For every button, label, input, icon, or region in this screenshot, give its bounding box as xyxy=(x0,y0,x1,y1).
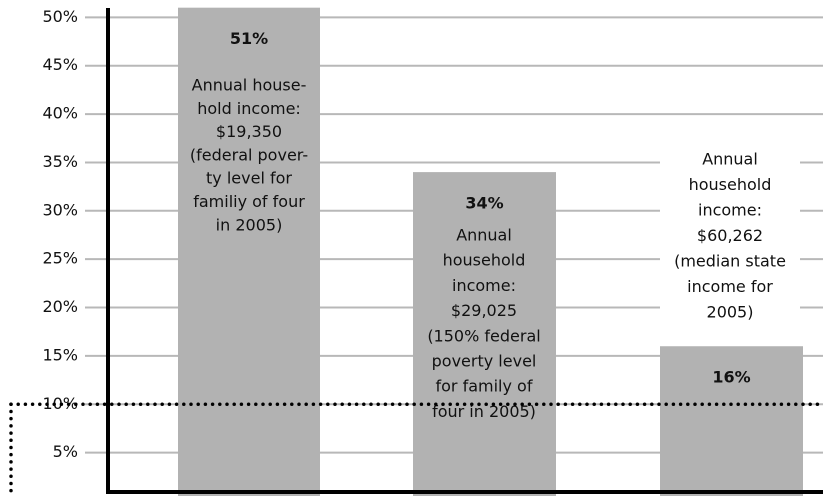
annotation-background xyxy=(660,146,800,327)
annotation: $29,025 xyxy=(451,301,517,320)
annotation: (150% federal xyxy=(427,326,540,345)
y-tick-label: 50% xyxy=(42,7,78,26)
annotation: familiy of four xyxy=(193,192,305,211)
annotation: poverty level xyxy=(432,352,537,371)
annotation: $60,262 xyxy=(697,226,763,245)
y-tick-label: 45% xyxy=(42,55,78,74)
bar xyxy=(178,7,320,496)
annotation: income for xyxy=(687,277,773,296)
annotation: ty level for xyxy=(206,169,292,188)
annotation: hold income: xyxy=(197,99,301,118)
y-tick-label: 15% xyxy=(42,345,78,364)
annotation: Annual xyxy=(702,150,758,169)
annotation: household xyxy=(443,251,526,270)
annotation: income: xyxy=(452,276,516,295)
y-tick-label: 25% xyxy=(42,249,78,268)
annotation: 2005) xyxy=(707,303,754,322)
value-label: 51% xyxy=(230,29,268,48)
annotation: Annual xyxy=(456,226,512,245)
value-label: 16% xyxy=(712,368,750,387)
bar xyxy=(413,172,556,496)
annotation: $19,350 xyxy=(216,122,282,141)
y-tick-label: 20% xyxy=(42,297,78,316)
y-tick-label: 40% xyxy=(42,104,78,123)
annotation: (median state xyxy=(674,252,786,271)
annotation: income: xyxy=(698,201,762,220)
annotation: household xyxy=(689,175,772,194)
annotation: (federal pover- xyxy=(190,145,308,164)
annotation: for family of xyxy=(436,377,533,396)
bar xyxy=(660,346,803,496)
y-tick-label: 5% xyxy=(53,442,78,461)
y-tick-label: 35% xyxy=(42,152,78,171)
annotation: four in 2005) xyxy=(432,402,536,421)
annotation: Annual house- xyxy=(192,76,307,95)
value-label: 34% xyxy=(465,194,503,213)
annotation: in 2005) xyxy=(216,215,283,234)
y-tick-label: 30% xyxy=(42,200,78,219)
